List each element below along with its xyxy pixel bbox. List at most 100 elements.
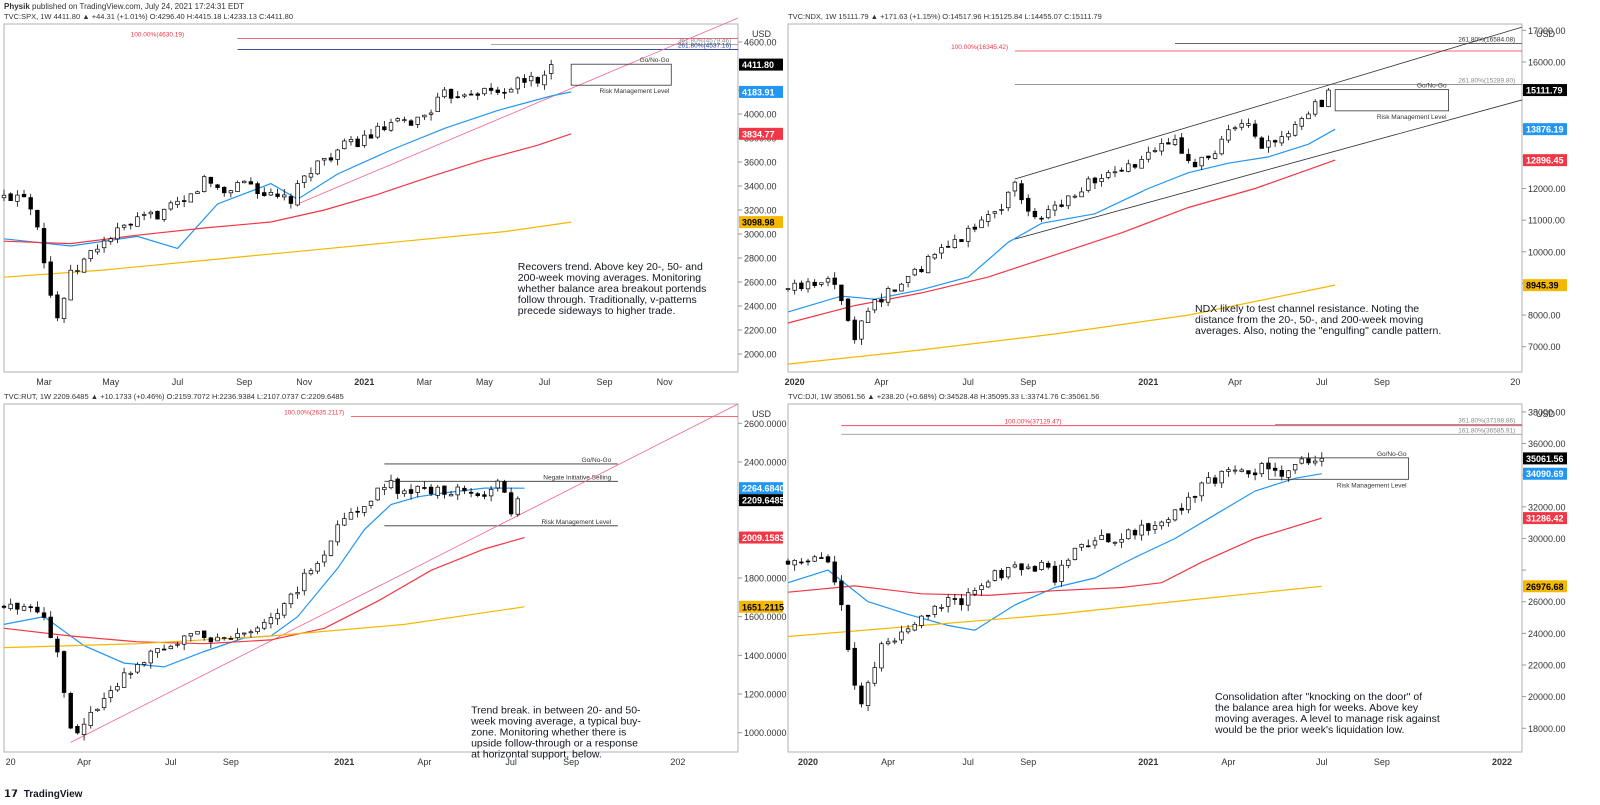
candle-body	[785, 288, 791, 290]
candle-body	[328, 157, 334, 161]
candle-body	[1006, 191, 1011, 209]
candle-body	[235, 182, 240, 192]
candle-body	[81, 723, 87, 735]
annotation-line: distance from the 20-, 50-, and 200-week…	[1195, 314, 1423, 326]
level-label: 161.80%(36585.91)	[1458, 427, 1515, 434]
candle-body	[195, 630, 200, 635]
annotation-line: NDX likely to test channel resistance. N…	[1195, 303, 1419, 315]
annotation-line: 200-week moving averages. Monitoring	[518, 272, 701, 284]
candle-body	[482, 87, 487, 95]
moving-average-line	[787, 517, 1322, 597]
candle-body	[1152, 525, 1158, 530]
x-tick-label: Apr	[77, 757, 91, 767]
candle-body	[335, 149, 340, 160]
price-label-text: 1651.2115	[742, 602, 784, 612]
candle-body	[508, 88, 514, 93]
price-label-box	[1523, 279, 1567, 292]
x-tick-label: Jul	[172, 377, 184, 387]
candle-body	[1292, 464, 1298, 471]
x-tick-label: 20	[1510, 377, 1520, 387]
candle-body	[235, 633, 240, 638]
candle-body	[495, 480, 500, 489]
candle-body	[905, 628, 911, 633]
chart-panel-ndx[interactable]: TVC:NDX, 1W 15111.79 ▲ +171.63 (+1.15%) …	[784, 10, 1584, 396]
candle-body	[268, 191, 274, 196]
moving-average-line	[787, 284, 1336, 365]
moving-average-line	[3, 133, 572, 245]
tradingview-footer[interactable]: 𝟭𝟳 TradingView	[4, 789, 82, 800]
candle-body	[1119, 169, 1124, 172]
candle-body	[1, 194, 7, 199]
candle-body	[282, 603, 287, 616]
candle-body	[885, 288, 891, 303]
chart-panel-dji[interactable]: TVC:DJI, 1W 35061.56 ▲ +238.20 (+0.68%) …	[784, 390, 1584, 776]
candle-body	[275, 613, 280, 620]
plot-frame	[3, 403, 739, 753]
candle-body	[845, 604, 851, 650]
chart-panel-spx[interactable]: TVC:SPX, 1W 4411.80 ▲ +44.31 (+1.01%) O:…	[0, 10, 800, 396]
balance-area-box	[1268, 457, 1409, 480]
annotation-line: zone. Monitoring whether there is	[471, 726, 626, 738]
candle-body	[805, 560, 811, 563]
candle-body	[95, 708, 100, 712]
candle-body	[375, 125, 380, 138]
candle-body	[41, 612, 47, 618]
level-label: Negate Initiative Selling	[543, 474, 611, 481]
candle-body	[905, 275, 911, 283]
candle-body	[68, 692, 73, 729]
candle-body	[899, 283, 904, 292]
candle-body	[475, 493, 480, 496]
candle-body	[1272, 140, 1278, 143]
candle-body	[1046, 209, 1051, 219]
price-label-text: 31286.42	[1526, 514, 1564, 524]
x-tick-label: Sep	[1020, 757, 1036, 767]
candle-body	[1259, 463, 1264, 475]
candle-body	[455, 96, 460, 99]
candle-body	[101, 240, 107, 249]
x-tick-label: 2021	[354, 377, 374, 387]
x-tick-label: May	[102, 377, 120, 387]
candle-body	[141, 214, 147, 216]
candle-body	[1072, 195, 1078, 198]
candle-body	[1219, 138, 1224, 155]
candle-body	[1, 605, 7, 608]
x-tick-label: May	[476, 377, 494, 387]
candle-body	[402, 490, 407, 495]
candle-body	[799, 282, 804, 290]
candle-body	[1026, 566, 1031, 569]
x-tick-label: Jul	[1316, 757, 1328, 767]
candle-body	[275, 193, 280, 197]
candle-body	[295, 592, 300, 595]
candle-body	[88, 711, 93, 726]
candle-body	[155, 648, 160, 654]
candle-body	[832, 561, 837, 583]
go-no-go-label: Go/No-Go	[640, 57, 670, 64]
trendline	[297, 17, 739, 205]
candle-body	[1086, 545, 1091, 548]
candle-body	[819, 557, 824, 559]
y-tick-label: 3600.00	[744, 158, 777, 168]
annotation-line: upside follow-through or a response	[471, 737, 638, 749]
y-tick-label: 32000.00	[1528, 502, 1566, 512]
publish-header: Physik published on TradingView.com, Jul…	[4, 2, 244, 11]
y-tick-label: 20000.00	[1528, 692, 1566, 702]
annotation-line: Consolidation after "knocking on the doo…	[1215, 691, 1422, 703]
author-name[interactable]: Physik	[4, 2, 30, 11]
candle-body	[972, 590, 978, 595]
candle-body	[208, 637, 214, 643]
y-tick-label: 2400.0000	[744, 458, 787, 468]
x-tick-label: Sep	[1374, 757, 1390, 767]
candle-body	[1012, 564, 1018, 568]
annotation-line: precede sideways to higher trade.	[518, 305, 676, 317]
candle-body	[792, 560, 797, 566]
candle-body	[181, 635, 187, 645]
candle-body	[885, 641, 891, 645]
chart-panel-rut[interactable]: TVC:RUT, 1W 2209.6485 ▲ +10.1733 (+0.46%…	[0, 390, 800, 776]
y-tick-label: 17000.00	[1528, 26, 1566, 36]
candle-body	[1146, 523, 1151, 531]
candle-body	[428, 112, 434, 115]
candle-body	[462, 94, 467, 97]
candle-body	[1299, 118, 1304, 127]
price-label-box	[739, 216, 783, 229]
y-tick-label: 22000.00	[1528, 661, 1566, 671]
